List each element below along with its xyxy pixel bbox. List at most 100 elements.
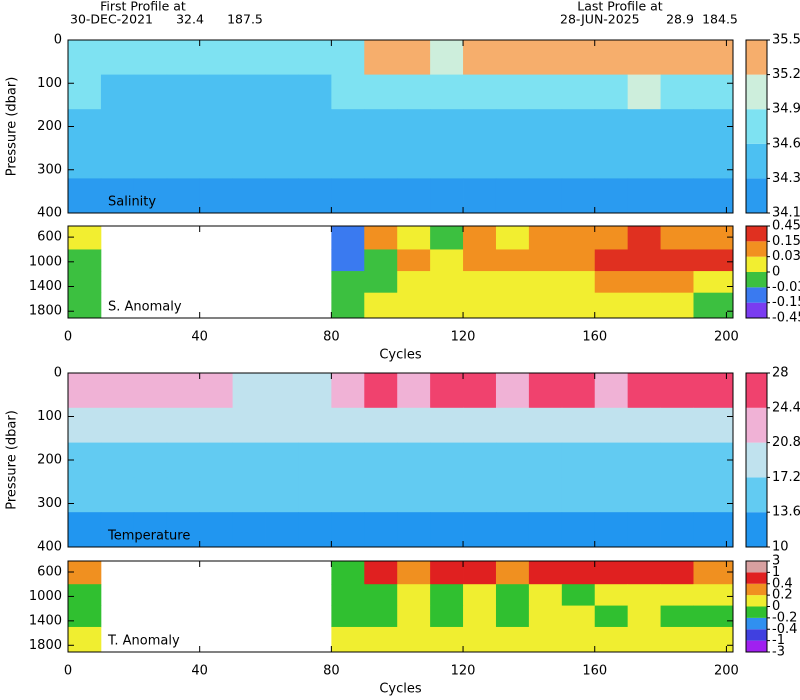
cell [364, 143, 398, 179]
colorbar-tick-label: 0.45 [772, 219, 800, 234]
cell [331, 584, 365, 606]
cell [232, 373, 266, 409]
colorbar-tick-label: -0.15 [772, 295, 800, 310]
colorbar-tick-label: -0.03 [772, 280, 800, 295]
cell [495, 271, 530, 294]
cell [265, 40, 299, 75]
cell [430, 407, 464, 443]
cell [100, 407, 135, 443]
cell [68, 74, 102, 110]
cell [594, 605, 629, 628]
cell [397, 373, 431, 409]
cell [495, 74, 530, 110]
cell [199, 178, 234, 214]
header-title: First Profile at [100, 0, 186, 14]
cell [495, 143, 530, 179]
cell [68, 626, 102, 653]
cell [463, 477, 497, 513]
cell [495, 605, 530, 628]
cell [528, 40, 563, 75]
cell [594, 271, 629, 294]
cell [561, 74, 596, 110]
x-axis-label: Cycles [379, 348, 422, 363]
cell [495, 249, 530, 272]
cell [68, 407, 102, 443]
cell [528, 249, 563, 272]
cell [68, 605, 102, 628]
cell [594, 442, 629, 478]
colorbar-tick-label: 28 [772, 366, 789, 381]
cell [331, 442, 365, 478]
cell [430, 561, 464, 585]
cell [298, 407, 332, 443]
header-date: 28-JUN-2025 [560, 12, 640, 27]
cell [166, 74, 201, 110]
plot-frame [67, 225, 734, 319]
cell [265, 74, 299, 110]
cell [100, 373, 135, 409]
cell [594, 143, 629, 179]
cell [463, 143, 497, 179]
cell [430, 512, 464, 548]
cell [561, 477, 596, 513]
colorbar-tick-label: 17.2 [772, 470, 800, 485]
cell [660, 477, 694, 513]
cell [528, 442, 563, 478]
cell [166, 109, 201, 145]
colorbar-tick-label: -0.2 [772, 610, 797, 625]
cell [68, 477, 102, 513]
cell [693, 512, 734, 548]
cell [364, 626, 398, 653]
cell [364, 512, 398, 548]
cell [364, 109, 398, 145]
cell [100, 40, 135, 75]
cell [627, 442, 661, 478]
cell [133, 74, 168, 110]
cell [627, 271, 661, 294]
y-tick-label: 300 [37, 496, 62, 511]
cell [594, 226, 629, 250]
cell [693, 561, 734, 585]
colorbar-band [746, 595, 767, 607]
x-tick-label: 0 [64, 330, 72, 345]
cell [594, 626, 629, 653]
x-tick-label: 120 [451, 664, 476, 679]
cell [199, 407, 234, 443]
colorbar-band [746, 226, 767, 242]
cell [561, 626, 596, 653]
cell [561, 584, 596, 606]
cell [133, 442, 168, 478]
y-tick-label: 0 [54, 366, 62, 381]
colorbar-band [746, 302, 767, 318]
cell [331, 561, 365, 585]
colorbar-tick-label: 24.4 [772, 400, 800, 415]
y-tick-label: 1400 [29, 613, 62, 628]
y-tick-label: 1000 [29, 589, 62, 604]
cell [561, 605, 596, 628]
cell [627, 605, 661, 628]
cell [331, 605, 365, 628]
cell [166, 178, 201, 214]
cell [627, 373, 661, 409]
cell [528, 373, 563, 409]
x-tick-label: 0 [64, 664, 72, 679]
colorbar-band [746, 606, 767, 618]
cell [561, 40, 596, 75]
cell [693, 292, 734, 319]
header-lon: 184.5 [702, 12, 738, 27]
cell [660, 605, 694, 628]
panel-label: T. Anomaly [107, 634, 180, 649]
cell [430, 442, 464, 478]
cell [199, 373, 234, 409]
cell [627, 512, 661, 548]
cell [133, 477, 168, 513]
cell [430, 292, 464, 319]
cell [364, 373, 398, 409]
y-tick-label: 1800 [29, 638, 62, 653]
cell [693, 143, 734, 179]
cell [232, 512, 266, 548]
cell [430, 40, 464, 75]
cell [627, 74, 661, 110]
cell [594, 40, 629, 75]
cell [331, 626, 365, 653]
